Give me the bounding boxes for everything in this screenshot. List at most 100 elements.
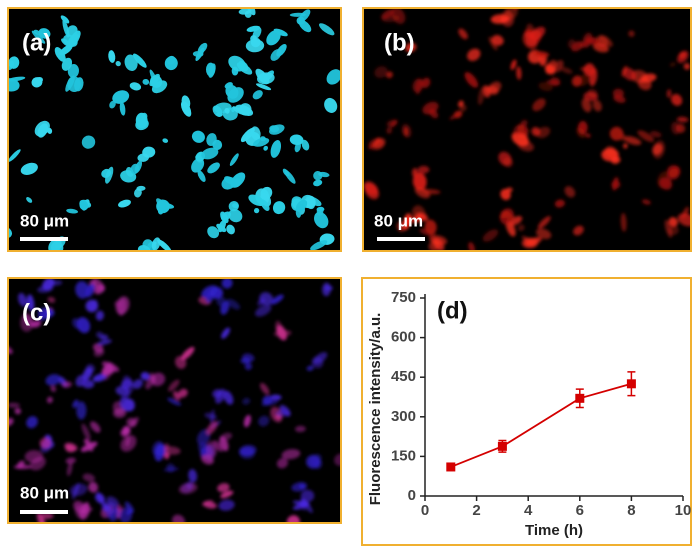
x-tick-label: 6 — [576, 502, 584, 519]
cell — [14, 407, 22, 415]
cell — [253, 207, 260, 214]
cell — [669, 62, 676, 67]
cell — [134, 160, 143, 174]
cell — [197, 170, 206, 182]
cell — [424, 219, 437, 235]
cell — [671, 93, 683, 106]
cell — [218, 499, 235, 511]
cell — [207, 226, 220, 239]
cell — [240, 127, 255, 143]
cell — [228, 209, 243, 223]
cell — [517, 124, 529, 135]
cell — [326, 69, 340, 85]
cell — [122, 375, 134, 394]
cell — [364, 183, 379, 200]
cells-b — [364, 9, 690, 250]
cell — [65, 457, 76, 464]
cell — [526, 23, 536, 39]
cell — [201, 454, 214, 465]
cell — [66, 25, 78, 37]
cell — [506, 187, 513, 193]
cell — [501, 210, 514, 220]
cell — [585, 37, 601, 45]
cell — [510, 59, 517, 70]
x-tick-label: 0 — [421, 502, 429, 519]
cell — [421, 77, 431, 88]
cell — [300, 500, 306, 511]
y-tick-label: 150 — [391, 447, 416, 464]
cell — [258, 415, 270, 427]
cell — [113, 408, 127, 418]
cell — [37, 285, 54, 293]
cell — [641, 199, 651, 205]
cell — [112, 90, 130, 104]
cell — [252, 90, 263, 100]
cell — [90, 421, 101, 433]
cell — [516, 66, 522, 80]
cell — [216, 296, 226, 307]
cell — [289, 12, 306, 17]
cell — [120, 429, 129, 437]
cell — [207, 162, 220, 174]
y-tick-label: 0 — [408, 487, 416, 504]
y-tick-label: 300 — [391, 408, 416, 425]
cell — [458, 28, 468, 40]
cell — [263, 145, 268, 151]
cell — [9, 345, 13, 355]
cell — [205, 421, 218, 435]
cell — [54, 47, 66, 62]
cell — [191, 158, 205, 173]
cell — [65, 444, 76, 453]
cell — [415, 78, 422, 95]
cell — [137, 245, 151, 250]
cell — [75, 374, 86, 387]
cell — [175, 355, 187, 369]
cell — [203, 501, 217, 509]
cell — [220, 211, 229, 224]
cell — [17, 292, 27, 307]
cell — [490, 14, 509, 24]
cell — [73, 500, 86, 514]
cell — [310, 240, 328, 250]
cell — [9, 149, 21, 162]
cell — [109, 100, 116, 109]
cell — [115, 60, 121, 67]
cell — [154, 444, 165, 462]
cell — [298, 483, 306, 490]
cell — [412, 215, 422, 224]
cell — [270, 139, 282, 158]
cell — [167, 397, 182, 406]
cell — [101, 361, 120, 372]
cell — [225, 84, 239, 99]
cell — [464, 72, 479, 88]
cell — [134, 188, 142, 198]
cell — [46, 396, 53, 404]
cell — [92, 279, 105, 292]
cell — [89, 299, 98, 311]
cell — [220, 490, 234, 499]
cell — [36, 512, 46, 522]
cell — [157, 239, 172, 250]
cell — [168, 379, 180, 392]
cell — [191, 130, 205, 143]
cell — [623, 136, 642, 146]
data-line — [450, 382, 632, 468]
cell — [306, 365, 314, 371]
cell — [620, 212, 627, 232]
x-tick-label: 4 — [524, 502, 533, 519]
cell — [208, 63, 216, 78]
cell — [124, 54, 138, 71]
cell — [668, 217, 678, 227]
cell — [561, 67, 573, 74]
cell — [188, 469, 198, 483]
cell — [66, 461, 73, 477]
cell — [537, 216, 551, 229]
cell — [192, 51, 204, 57]
cell — [212, 139, 223, 150]
cell — [201, 147, 219, 160]
cell — [650, 131, 662, 138]
cell — [324, 97, 338, 113]
cell — [583, 63, 595, 77]
cell — [245, 9, 256, 16]
